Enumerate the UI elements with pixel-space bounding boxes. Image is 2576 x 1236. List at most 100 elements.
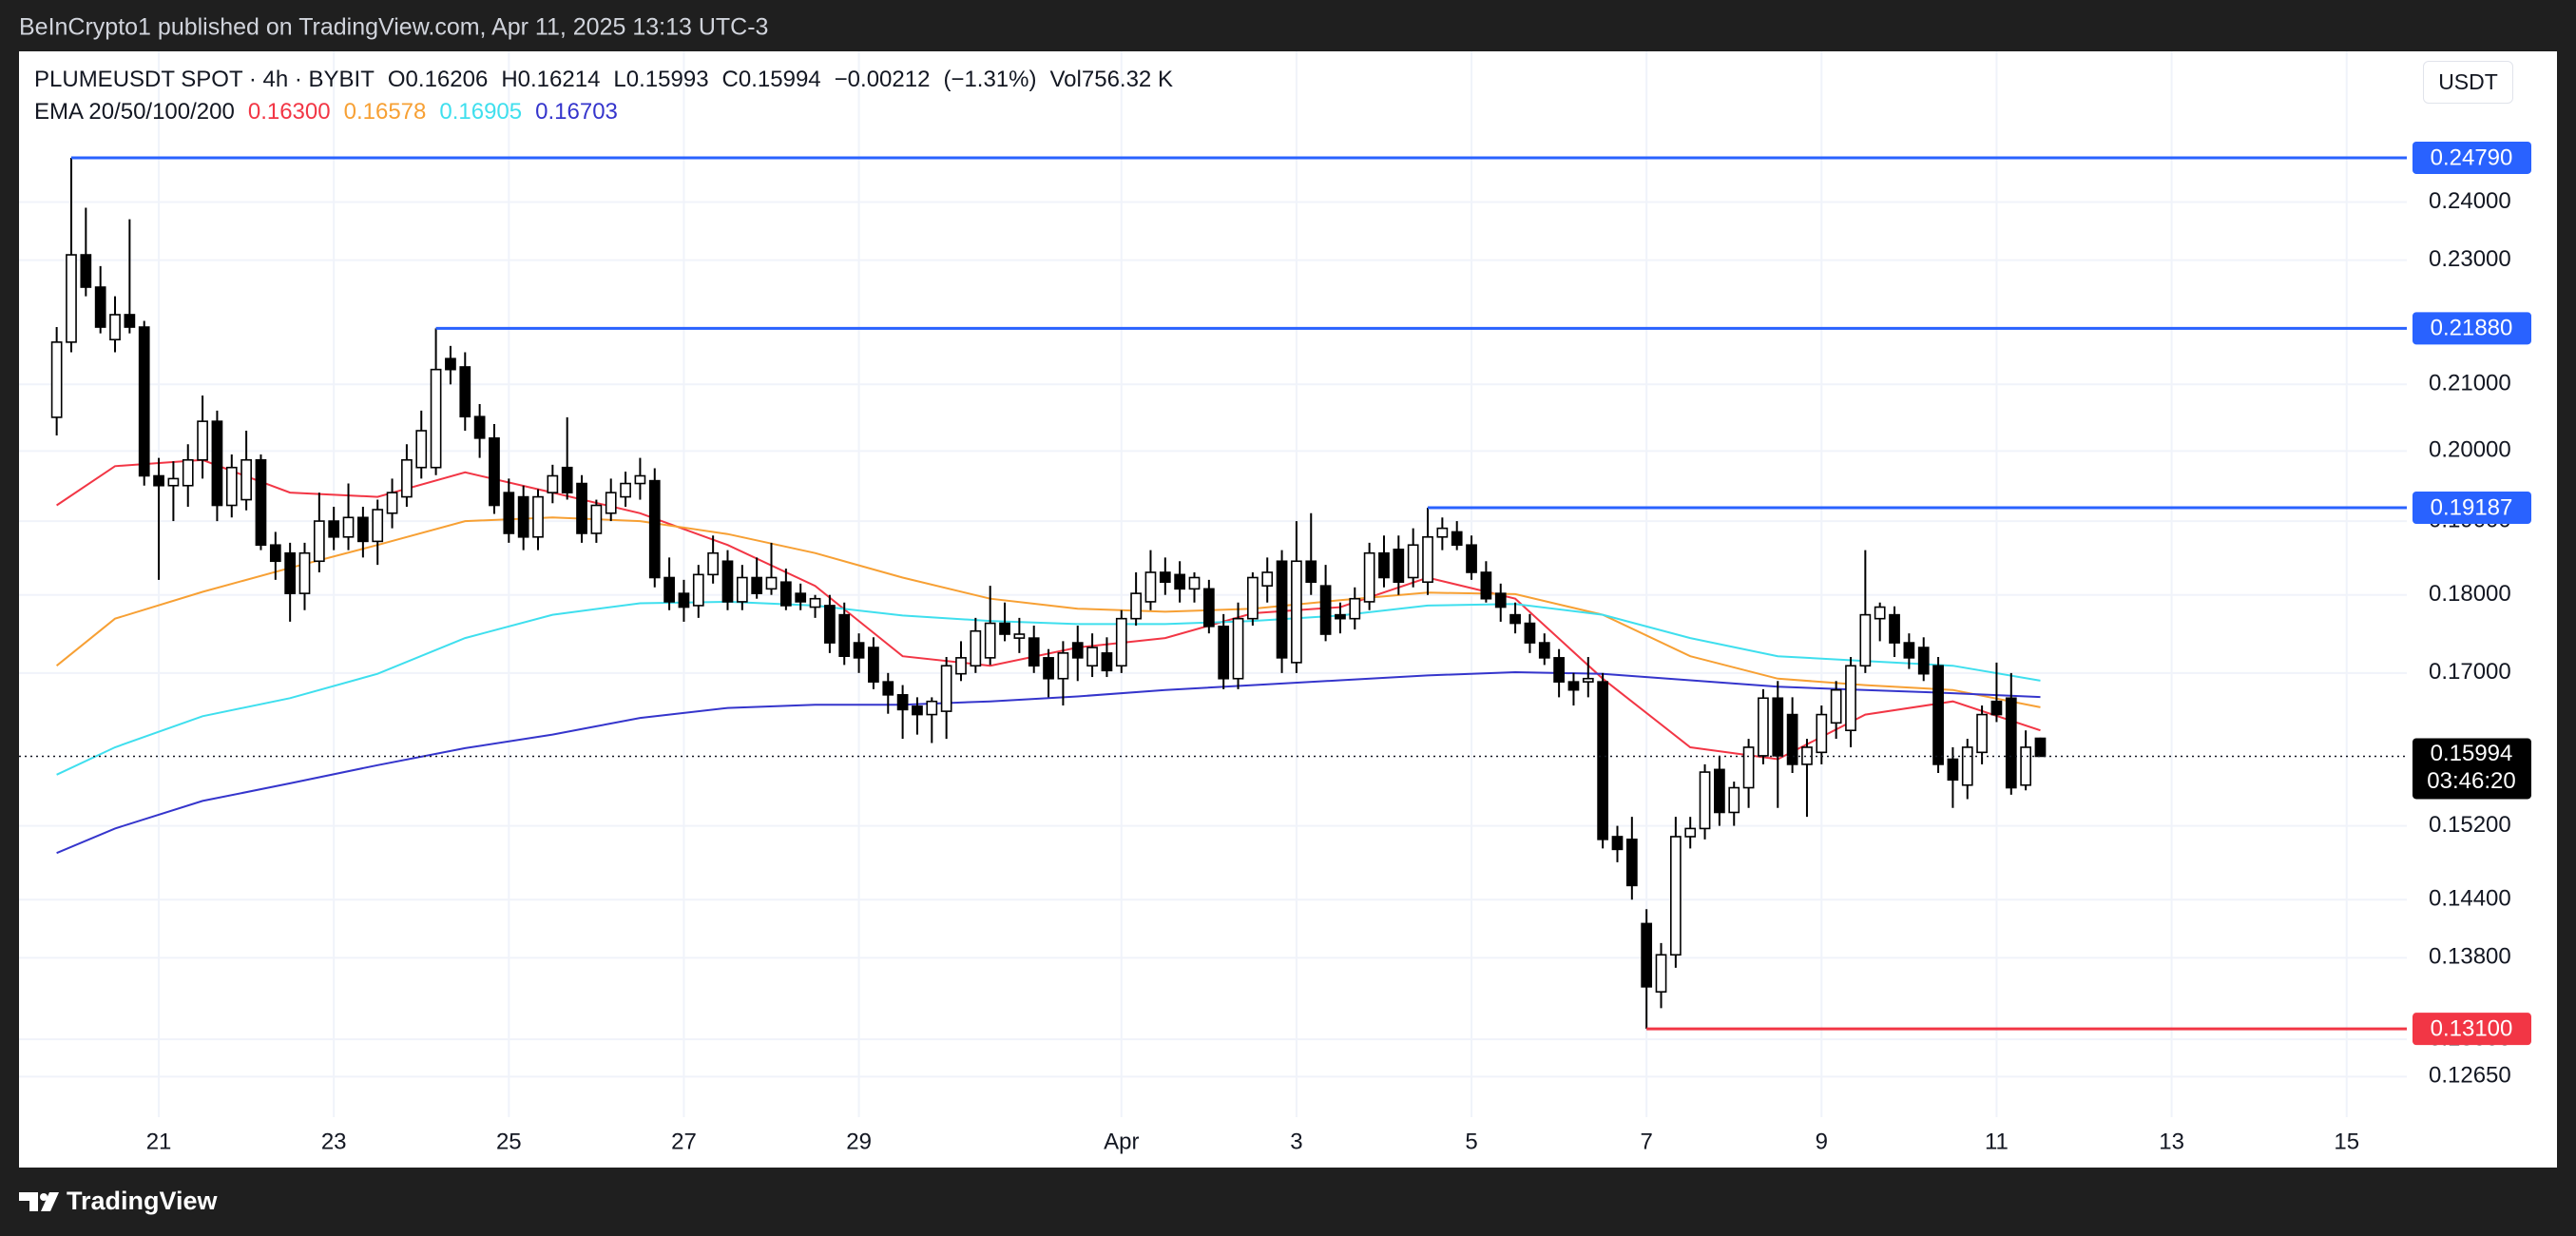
- candle-body: [2020, 746, 2031, 786]
- x-tick-label: 9: [1816, 1129, 1828, 1154]
- symbol: PLUMEUSDT SPOT · 4h · BYBIT: [34, 67, 375, 92]
- ema-value: 0.16300: [247, 99, 331, 125]
- candle-body: [926, 700, 938, 716]
- volume-name: Vol: [1049, 67, 1082, 92]
- candle-body: [809, 597, 821, 608]
- bottom-bar: [0, 1168, 2576, 1236]
- candle-body: [751, 576, 763, 594]
- x-tick-label: 5: [1465, 1129, 1477, 1154]
- candle-body: [970, 629, 982, 667]
- x-tick-label: 25: [496, 1129, 522, 1154]
- ema-value: 0.16703: [535, 99, 618, 125]
- y-tick-label: 0.17000: [2429, 659, 2511, 685]
- candle-body: [1466, 544, 1477, 573]
- candle-body: [225, 466, 238, 507]
- candle-body: [1758, 697, 1769, 757]
- candle-body: [1115, 617, 1127, 667]
- last-price-label: 0.15994: [2431, 741, 2513, 766]
- candle-body: [153, 474, 164, 487]
- candle-body: [1378, 551, 1390, 579]
- candle-body: [838, 613, 851, 657]
- candle-body: [124, 314, 136, 328]
- candle-body: [284, 551, 297, 594]
- candle-body: [109, 314, 121, 341]
- candle-body: [1043, 657, 1054, 680]
- candle-body: [721, 560, 734, 603]
- x-tick-label: 3: [1290, 1129, 1302, 1154]
- x-tick-label: 27: [671, 1129, 697, 1154]
- level-badge: [2413, 491, 2531, 524]
- candle-body: [1218, 626, 1230, 680]
- published-line: BeInCrypto1 published on TradingView.com…: [19, 14, 768, 41]
- candle-body: [1786, 713, 1798, 765]
- candle-body: [1524, 622, 1536, 644]
- candle-body: [1028, 637, 1040, 667]
- candle-body: [707, 551, 719, 576]
- candle-body: [80, 254, 92, 288]
- y-tick-label: 0.20000: [2429, 437, 2511, 463]
- candle-body: [663, 576, 675, 603]
- candle-body: [1363, 551, 1375, 603]
- candle-body: [779, 581, 792, 607]
- candle-body: [605, 492, 617, 514]
- candle-body: [445, 357, 456, 371]
- currency-button[interactable]: USDT: [2423, 61, 2513, 104]
- ohlc-value: 0.16214: [517, 67, 601, 92]
- ohlc-value: 0.15994: [738, 67, 821, 92]
- change: −0.00212: [834, 67, 931, 92]
- candle-body: [1889, 613, 1900, 644]
- level-badge: [2413, 1013, 2531, 1046]
- ohlc-letter: H: [501, 67, 518, 92]
- candle-body: [1349, 597, 1361, 620]
- x-tick-label: 11: [1985, 1129, 2009, 1154]
- candle-body: [182, 458, 194, 487]
- candle-body: [1071, 642, 1084, 659]
- candle-body: [999, 622, 1010, 635]
- indicator-name: EMA 20/50/100/200: [34, 99, 235, 125]
- candle-body: [547, 474, 559, 493]
- candle-body: [517, 495, 529, 538]
- candle-body: [1013, 633, 1026, 639]
- candle-body: [1816, 713, 1828, 754]
- candle-body: [736, 576, 748, 603]
- candle-body: [1057, 652, 1069, 680]
- candle-body: [255, 458, 267, 547]
- candle-body: [473, 415, 486, 439]
- candle-body: [1917, 647, 1930, 675]
- candle-body: [1582, 677, 1594, 683]
- candle-body: [94, 286, 106, 328]
- ema-line: [56, 600, 2041, 776]
- candle-body: [1480, 571, 1492, 600]
- candle-body: [1509, 613, 1521, 625]
- candle-body: [590, 504, 603, 534]
- candle-body: [415, 430, 428, 469]
- countdown: 03:46:20: [2427, 768, 2515, 794]
- candle-body: [1451, 531, 1463, 547]
- level-label: 0.24790: [2431, 145, 2513, 170]
- level-label: 0.21880: [2431, 316, 2513, 341]
- candle-body: [1772, 697, 1784, 757]
- level-label: 0.13100: [2431, 1015, 2513, 1041]
- candle-body: [1961, 746, 1973, 786]
- candle-body: [1086, 647, 1098, 667]
- x-tick-label: 13: [2159, 1129, 2184, 1154]
- x-tick-label: Apr: [1104, 1129, 1139, 1154]
- candle-body: [430, 368, 442, 469]
- change-pct: (−1.31%): [943, 67, 1037, 92]
- last-price-badge: [2413, 738, 2531, 800]
- candle-body: [868, 647, 879, 683]
- candle-body: [211, 420, 223, 507]
- candle-body: [955, 657, 967, 675]
- candle-body: [1859, 613, 1872, 667]
- candle-body: [1728, 786, 1740, 814]
- candle-body: [50, 341, 63, 418]
- candle-body: [401, 458, 413, 498]
- candle-body: [313, 520, 325, 563]
- candle-body: [1436, 527, 1449, 538]
- candle-body: [269, 544, 281, 563]
- candle-body: [1261, 571, 1274, 587]
- ohlc-letter: O: [387, 67, 406, 92]
- candle-body: [984, 622, 996, 659]
- candle-body: [1742, 746, 1755, 789]
- candle-body: [2034, 737, 2047, 758]
